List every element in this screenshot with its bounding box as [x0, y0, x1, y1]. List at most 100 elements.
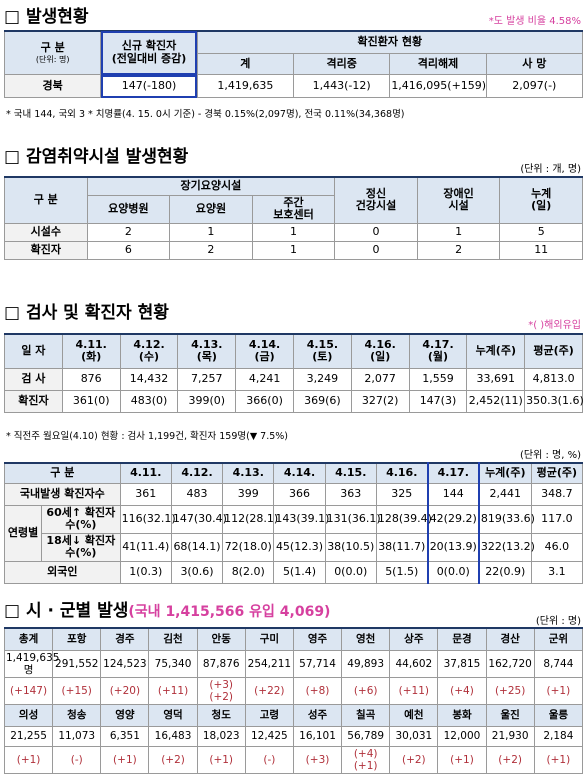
cell: 366 — [273, 482, 326, 506]
cell: 1(0.3) — [119, 561, 172, 585]
cell: 41(11.4) — [119, 532, 172, 563]
cell: 363 — [324, 482, 377, 506]
cell: 국내발생 확진자수 — [4, 482, 121, 506]
cell: 영덕 — [148, 703, 198, 727]
cell: 2 — [86, 222, 171, 242]
row: 21,255 11,073 6,351 16,483 18,023 12,425 16,10… — [3, 725, 584, 747]
cell: 46.0 — [530, 532, 584, 563]
cell: 11 — [499, 240, 583, 260]
cell: 5(1.5) — [375, 561, 429, 585]
cell: 청송 — [52, 703, 102, 727]
cell: 영양 — [100, 703, 150, 727]
cell: 11,073 — [52, 725, 102, 747]
cell: 누계(주) — [466, 333, 526, 369]
cell: 사 망 — [485, 53, 584, 76]
row: 일 자 4.11. (화) 4.12. (수) 4.13. (목) 4.14. (금) 4… — [4, 333, 583, 369]
cell: (+147) — [3, 676, 54, 705]
cell: 147(-180) — [100, 74, 198, 98]
cell: 1,419,635명 — [3, 649, 60, 678]
cell: (+20) — [100, 676, 150, 705]
cell: 확진환자 현황 — [196, 30, 584, 55]
cell: 57,714 — [292, 649, 343, 678]
cell: 72(18.0) — [222, 532, 275, 563]
cell: 2,452(11) — [466, 389, 526, 413]
cell: 21,930 — [485, 725, 535, 747]
cell: 4.14. (금) — [235, 333, 294, 369]
cell: 봉화 — [437, 703, 487, 727]
cell: 361(0) — [61, 389, 121, 413]
cell: 문경 — [437, 627, 487, 651]
cell: 확진자 — [4, 240, 88, 260]
cell: 영천 — [341, 627, 391, 651]
cell: 격리중 — [292, 53, 391, 76]
cell: 1,416,095(+159) — [389, 74, 487, 98]
row: 경북 147(-180) 1,419,635 1,443(-12) 1,416,095(… — [3, 74, 584, 98]
cell: 1 — [416, 222, 501, 242]
cell: 131(36.1) — [324, 504, 381, 534]
row: 연령별 60세↑ 확진자수(%) 116(32.1) 147(30.4) 112(28.… — [3, 504, 584, 563]
cell: 요양원 — [169, 194, 253, 224]
cell: 확진자 — [4, 389, 63, 413]
cell: 2 — [169, 240, 253, 260]
cell: (+1) — [533, 745, 584, 774]
cell: 4.11. (화) — [61, 333, 121, 369]
cell: (+8) — [292, 676, 343, 705]
cell: 1,419,635 — [196, 74, 294, 98]
row: 구 분 (단위: 명) 신규 확진자 (전일대비 증감) 확진환자 현황 — [3, 30, 584, 76]
cell: 117.0 — [530, 504, 584, 534]
cell: 4,813.0 — [524, 367, 583, 391]
row: 구 분 장기요양시설 정신 건강시설 장애인 시설 누계 (일) — [4, 176, 583, 224]
cell: 8(2.0) — [222, 561, 275, 585]
cell: 경북 — [3, 74, 102, 98]
cell: (+4) — [437, 676, 487, 705]
row: 총계 포항 경주 김천 안동 구미 영주 영천 상주 문경 경산 군위 — [3, 627, 584, 651]
section-title: □ 시 · 군별 발생(국내 1,415,566 유입 4,069) — [4, 596, 330, 621]
cell: 2,184 — [533, 725, 584, 747]
cell: 18,023 — [196, 725, 246, 747]
cell: 3.1 — [530, 561, 584, 585]
cell: (+22) — [244, 676, 294, 705]
cell: 483(0) — [119, 389, 179, 413]
cell: 경산 — [485, 627, 535, 651]
cell: 0 — [334, 222, 418, 242]
cell: 38(10.5) — [324, 532, 377, 563]
cell: 4.13. (목) — [177, 333, 237, 369]
footnote: * 직전주 월요일(4.10) 현황 : 검사 1,199건, 확진자 159명… — [6, 431, 288, 442]
cell: 366(0) — [235, 389, 294, 413]
row: (+1) (-) (+1) (+2) (+1) (-) (+3) (+4)(+1) (+2) (+… — [3, 745, 584, 774]
cell: 김천 — [148, 627, 198, 651]
cell: 147(3) — [408, 389, 468, 413]
cell: 399 — [222, 482, 275, 506]
cell: (+1) — [100, 745, 150, 774]
cell: 안동 — [196, 627, 246, 651]
cell: 819(33.6) — [478, 504, 535, 534]
cell: 14,432 — [119, 367, 179, 391]
cell: (-) — [52, 745, 102, 774]
row: 국내발생 확진자수 361 483 399 366 363 325 144 2,441 348.7 — [4, 482, 584, 506]
row: 18세↓ 확진자수(%) 41(11.4) 68(14.1) 72(18.0) 45(1… — [5, 532, 584, 563]
cell: 144 — [426, 482, 480, 506]
cell: 4.14. — [273, 462, 326, 484]
cell: 49,893 — [341, 649, 391, 678]
cell: 구 분 — [4, 462, 121, 484]
unit: (단위 : 개, 명) — [520, 164, 581, 175]
row: (+147) (+15) (+20) (+11) (+3)(+2) (+22) (+8) (+… — [3, 676, 584, 705]
cell: 1 — [251, 240, 336, 260]
title-text: □ 시 · 군별 발생 — [4, 601, 129, 621]
cell: (+3)(+2) — [196, 676, 246, 705]
cell: (+4)(+1) — [341, 745, 391, 774]
cell: 37,815 — [437, 649, 487, 678]
cell: 1 — [169, 222, 253, 242]
unit: (단위 : 명, %) — [520, 450, 581, 461]
cell: 2 — [416, 240, 501, 260]
cell: 연령별 — [3, 504, 43, 563]
unit-text: (단위: 명) — [35, 54, 70, 64]
cell: 의성 — [3, 703, 54, 727]
cell: 시설수 — [4, 222, 88, 242]
cell: 4,241 — [235, 367, 294, 391]
cell: 33,691 — [466, 367, 526, 391]
cell: 348.7 — [530, 482, 584, 506]
row: 시설수 2 1 1 0 1 5 — [4, 222, 583, 242]
cell: 7,257 — [177, 367, 237, 391]
